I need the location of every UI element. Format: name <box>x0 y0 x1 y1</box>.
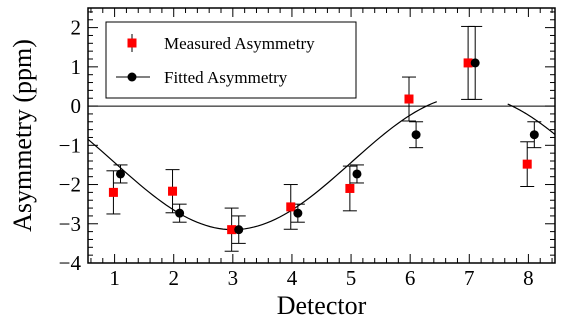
y-tick-label: 0 <box>71 94 82 118</box>
x-tick-label: 4 <box>287 266 298 290</box>
point-measured <box>404 94 414 104</box>
y-tick-label: −2 <box>59 173 81 197</box>
point-measured <box>345 183 355 193</box>
x-tick-label: 5 <box>346 266 357 290</box>
legend-item-measured: Measured Asymmetry <box>127 34 315 53</box>
point-measured <box>168 186 178 196</box>
point-fitted <box>234 225 244 235</box>
x-tick-label: 2 <box>168 266 179 290</box>
fit-curve-segment-1 <box>507 103 556 135</box>
legend-label-measured: Measured Asymmetry <box>164 34 315 53</box>
point-measured <box>108 187 118 197</box>
fit-curve-group <box>87 101 556 231</box>
legend-label-fitted: Fitted Asymmetry <box>164 68 288 87</box>
point-fitted <box>175 208 185 218</box>
point-fitted <box>411 130 421 140</box>
y-tick-label: 1 <box>71 55 82 79</box>
x-tick-label: 6 <box>405 266 416 290</box>
legend-marker-circle <box>127 72 137 82</box>
legend-box <box>105 21 357 99</box>
legend-item-fitted: Fitted Asymmetry <box>116 68 288 87</box>
point-measured <box>286 202 296 212</box>
point-fitted <box>470 58 480 68</box>
x-tick-label: 3 <box>228 266 239 290</box>
legend-marker-square <box>127 38 137 48</box>
markers-group <box>108 58 539 235</box>
x-axis: 1 2 3 4 5 6 7 8 <box>90 8 553 290</box>
point-fitted <box>352 169 362 179</box>
y-tick-label: −3 <box>59 212 81 236</box>
fit-curve-segment-0 <box>87 101 437 231</box>
y-tick-label: −4 <box>59 251 82 275</box>
point-fitted <box>293 208 303 218</box>
x-tick-label: 8 <box>523 266 534 290</box>
legend: Measured Asymmetry Fitted Asymmetry <box>105 21 357 99</box>
y-axis: −4 −3 −2 −1 0 1 2 <box>59 11 555 275</box>
y-axis-title: Asymmetry (ppm) <box>8 39 37 232</box>
point-measured <box>522 159 532 169</box>
x-axis-title: Detector <box>277 291 367 320</box>
plot-frame <box>87 7 556 264</box>
x-tick-label: 1 <box>109 266 120 290</box>
x-tick-label: 7 <box>464 266 475 290</box>
point-measured <box>463 58 473 68</box>
point-measured <box>227 225 237 235</box>
y-tick-label: −1 <box>59 133 81 157</box>
point-fitted <box>116 169 126 179</box>
y-tick-label: 2 <box>71 16 82 40</box>
point-fitted <box>529 130 539 140</box>
